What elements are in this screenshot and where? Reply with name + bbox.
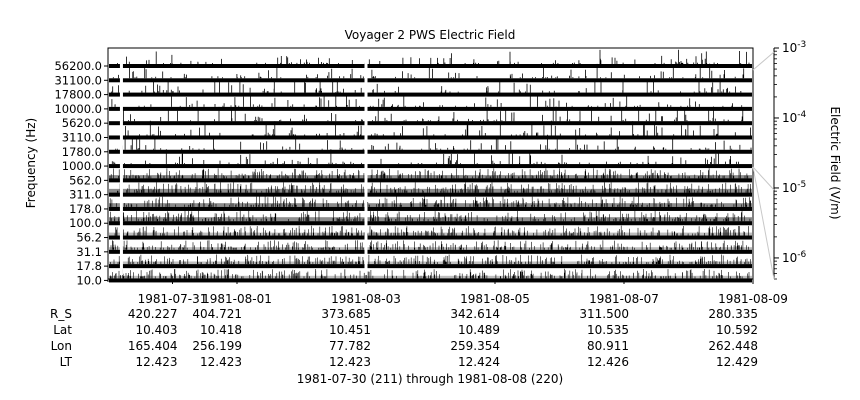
x-tick-label: 1981-08-03: [331, 292, 401, 306]
ephemeris-value: 256.199: [192, 339, 242, 353]
ephemeris-value: 10.592: [716, 323, 758, 337]
colorbar-label: Electric Field (V/m): [828, 106, 842, 219]
colorbar: 10-3 10-4 10-5 10-6: [752, 40, 807, 280]
channel-trace: [109, 168, 752, 183]
x-tick-label: 1981-08-05: [460, 292, 530, 306]
y-tick-label: 10000.0: [54, 102, 102, 116]
ephemeris-value: 12.423: [329, 355, 371, 369]
ephemeris-value: 10.403: [136, 323, 178, 337]
y-tick-label: 17.8: [76, 259, 102, 273]
channel-trace: [109, 134, 752, 154]
ephemeris-value: 165.404: [128, 339, 178, 353]
channel-trace: [109, 149, 752, 169]
y-tick-label: 10.0: [76, 273, 102, 287]
ephemeris-value: 404.721: [192, 307, 242, 321]
channel-trace: [109, 225, 752, 240]
y-tick-label: 100.0: [69, 216, 102, 230]
ephemeris-value: 280.335: [708, 307, 758, 321]
ephemeris-value: 80.911: [587, 339, 629, 353]
channel-trace: [109, 63, 752, 83]
colorbar-tick-label: 10-3: [782, 40, 806, 55]
ephemeris-value: 12.423: [200, 355, 242, 369]
channel-trace: [109, 120, 752, 140]
ephemeris-value: 10.489: [458, 323, 500, 337]
ephemeris-value: 12.426: [587, 355, 629, 369]
time-range-footer: 1981-07-30 (211) through 1981-08-08 (220…: [297, 372, 563, 386]
channel-trace: [109, 106, 752, 126]
ephemeris-table: R_S Lat Lon LT 420.227 10.403 165.404 12.423 404…: [50, 307, 758, 369]
y-tick-label: 1000.0: [62, 159, 102, 173]
ephemeris-value: 12.429: [716, 355, 758, 369]
ephemeris-row-label: LT: [60, 355, 73, 369]
channel-trace: [109, 49, 752, 68]
channel-trace: [109, 210, 752, 226]
channel-trace: [109, 92, 752, 111]
colorbar-tick-label: 10-4: [782, 110, 807, 125]
ephemeris-value: 259.354: [450, 339, 500, 353]
ephemeris-value: 311.500: [579, 307, 629, 321]
channel-trace: [109, 182, 752, 197]
y-tick-label: 31100.0: [54, 73, 102, 87]
y-tick-label: 5620.0: [62, 116, 102, 130]
x-tick-label: 1981-08-07: [589, 292, 659, 306]
channel-traces: [109, 49, 752, 283]
spectrum-panel: 56200.031100.017800.010000.05620.03110.0…: [54, 47, 788, 306]
y-tick-label: 56.2: [76, 231, 102, 245]
y-tick-label: 562.0: [69, 173, 102, 187]
chart-title: Voyager 2 PWS Electric Field: [345, 28, 516, 42]
ephemeris-row-label: Lat: [53, 323, 72, 337]
y-tick-label: 56200.0: [54, 59, 102, 73]
ephemeris-value: 10.451: [329, 323, 371, 337]
plot-frame: [107, 47, 754, 280]
ephemeris-value: 12.424: [458, 355, 500, 369]
data-gaps: [119, 60, 368, 275]
ephemeris-value: 10.535: [587, 323, 629, 337]
channel-trace: [109, 196, 752, 211]
x-tick-label: 1981-07-31: [138, 292, 208, 306]
channel-trace: [109, 240, 752, 254]
y-tick-label: 311.0: [69, 188, 102, 202]
ephemeris-row-label: R_S: [50, 307, 72, 321]
ephemeris-value: 10.418: [200, 323, 242, 337]
data-gap: [119, 60, 123, 275]
y-axis-label: Frequency (Hz): [24, 118, 38, 209]
y-tick-label: 1780.0: [62, 145, 102, 159]
colorbar-tick-label: 10-5: [782, 180, 806, 195]
x-tick-label: 1981-08-09: [718, 292, 788, 306]
y-tick-label: 178.0: [69, 202, 102, 216]
ephemeris-value: 12.423: [136, 355, 178, 369]
colorbar-connector: [752, 51, 775, 280]
channel-trace: [109, 78, 752, 97]
ephemeris-row-label: Lon: [51, 339, 72, 353]
ephemeris-value: 342.614: [450, 307, 500, 321]
ephemeris-value: 373.685: [321, 307, 371, 321]
y-tick-label: 17800.0: [54, 88, 102, 102]
x-tick-label: 1981-08-01: [202, 292, 272, 306]
ephemeris-value: 77.782: [329, 339, 371, 353]
ephemeris-value: 420.227: [128, 307, 178, 321]
channel-trace: [109, 254, 752, 269]
colorbar-tick-label: 10-6: [782, 250, 807, 265]
ephemeris-value: 262.448: [708, 339, 758, 353]
y-tick-label: 3110.0: [62, 130, 102, 144]
data-gap: [364, 60, 368, 275]
y-tick-label: 31.1: [76, 245, 102, 259]
y-axis-ticks: 56200.031100.017800.010000.05620.03110.0…: [54, 59, 108, 287]
colorbar-ticks: 10-3 10-4 10-5 10-6: [774, 40, 807, 280]
